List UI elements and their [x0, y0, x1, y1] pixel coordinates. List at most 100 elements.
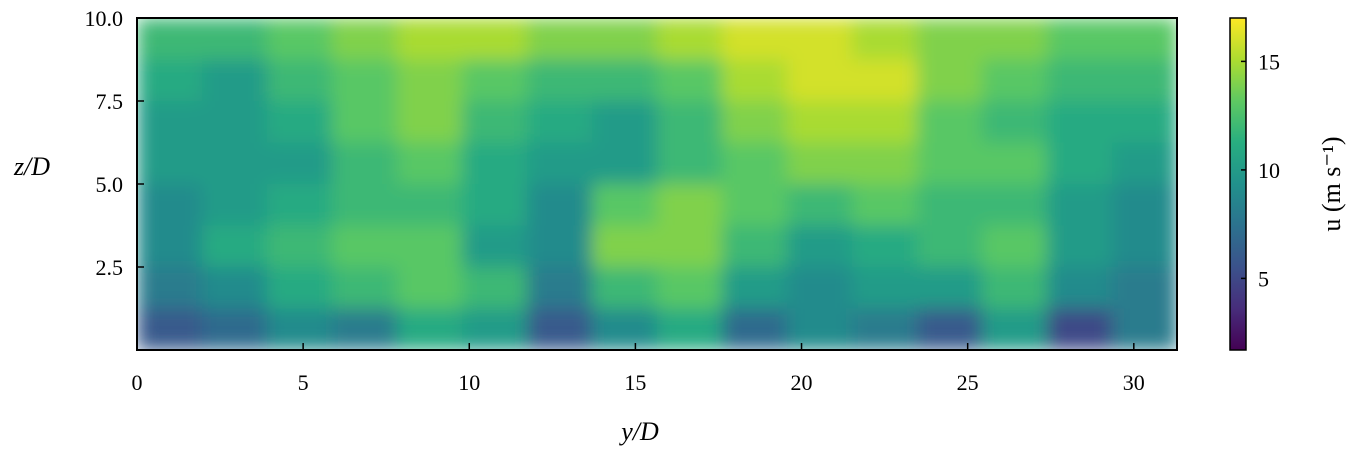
heatmap-cell — [267, 59, 333, 102]
heatmap-cell — [397, 225, 463, 268]
heatmap-cell — [332, 267, 398, 309]
colorbar — [1229, 17, 1247, 351]
heatmap-cell — [592, 142, 658, 185]
heatmap-cell — [332, 142, 398, 185]
heatmap-cell — [917, 18, 983, 60]
heatmap-cell — [267, 184, 333, 226]
heatmap-cell — [852, 142, 918, 185]
heatmap-cell — [137, 267, 203, 309]
heatmap-cell — [852, 267, 918, 309]
heatmap-cell — [592, 59, 658, 102]
heatmap-cell — [852, 308, 918, 350]
colorbar-label: u (m s⁻¹) — [1317, 136, 1346, 231]
y-tick-label: 2.5 — [96, 255, 124, 280]
y-tick-label: 5.0 — [96, 172, 124, 197]
heatmap-cell — [722, 267, 788, 309]
colorbar-tick-label: 5 — [1258, 266, 1269, 291]
heatmap-cell — [332, 101, 398, 143]
heatmap-cell — [527, 267, 593, 309]
heatmap-cell — [917, 267, 983, 309]
heatmap-cell — [267, 101, 333, 143]
heatmap-cell — [657, 267, 723, 309]
heatmap-cell — [982, 101, 1048, 143]
heatmap-cell — [462, 184, 528, 226]
heatmap-cell — [137, 101, 203, 143]
heatmap-cell — [1047, 184, 1113, 226]
heatmap-cell — [202, 225, 268, 268]
heatmap-cell — [787, 308, 853, 350]
heatmap-cell — [527, 225, 593, 268]
heatmap-cell — [982, 18, 1048, 60]
heatmap-cell — [1112, 59, 1177, 102]
heatmap-cell — [137, 184, 203, 226]
heatmap-cell — [202, 184, 268, 226]
heatmap-cell — [852, 18, 918, 60]
heatmap-cell — [982, 267, 1048, 309]
heatmap-cell — [722, 142, 788, 185]
heatmap-cell — [722, 101, 788, 143]
heatmap-cell — [462, 308, 528, 350]
heatmap-cell — [1112, 101, 1177, 143]
heatmap-cell — [592, 184, 658, 226]
heatmap-cell — [1112, 142, 1177, 185]
heatmap-cell — [722, 59, 788, 102]
x-tick-label: 30 — [1123, 370, 1145, 395]
heatmap-cell — [137, 142, 203, 185]
heatmap-cell — [787, 184, 853, 226]
heatmap-cell — [982, 142, 1048, 185]
heatmap-cell — [1047, 308, 1113, 350]
x-tick-label: 25 — [957, 370, 979, 395]
heatmap-cell — [787, 18, 853, 60]
heatmap-cell — [722, 184, 788, 226]
heatmap-cell — [917, 225, 983, 268]
heatmap-cell — [982, 225, 1048, 268]
y-tick-label: 10.0 — [85, 6, 124, 31]
heatmap-cell — [917, 59, 983, 102]
heatmap-cell — [397, 18, 463, 60]
colorbar-tick-label: 10 — [1258, 158, 1280, 183]
x-tick-label: 15 — [624, 370, 646, 395]
heatmap-cell — [917, 184, 983, 226]
heatmap-cell — [787, 225, 853, 268]
y-tick-label: 7.5 — [96, 89, 124, 114]
heatmap-cell — [527, 101, 593, 143]
heatmap-cell — [397, 184, 463, 226]
heatmap-cell — [462, 225, 528, 268]
y-axis-label: z/D — [13, 152, 50, 181]
heatmap-cell — [787, 59, 853, 102]
heatmap-cell — [592, 101, 658, 143]
heatmap-cell — [1112, 308, 1177, 350]
heatmap-cell — [397, 101, 463, 143]
heatmap-cell — [982, 59, 1048, 102]
heatmap-cell — [332, 59, 398, 102]
heatmap-cell — [332, 184, 398, 226]
heatmap-cell — [202, 59, 268, 102]
heatmap-cell — [852, 225, 918, 268]
heatmap-cell — [1112, 18, 1177, 60]
heatmap-cell — [462, 267, 528, 309]
heatmap-cell — [267, 225, 333, 268]
heatmap-cell — [397, 308, 463, 350]
heatmap-cell — [397, 59, 463, 102]
heatmap-cell — [137, 59, 203, 102]
heatmap-cell — [397, 267, 463, 309]
heatmap-cell — [787, 142, 853, 185]
heatmap-cell — [982, 308, 1048, 350]
heatmap-cell — [1047, 225, 1113, 268]
heatmap-cell — [332, 308, 398, 350]
heatmap-cell — [1047, 18, 1113, 60]
heatmap-cell — [397, 142, 463, 185]
heatmap-cell — [722, 225, 788, 268]
heatmap-cell — [1047, 267, 1113, 309]
heatmap-cell — [137, 308, 203, 350]
heatmap-cell — [462, 18, 528, 60]
colorbar-tick-label: 15 — [1258, 49, 1280, 74]
heatmap-cell — [917, 308, 983, 350]
x-tick-label: 20 — [791, 370, 813, 395]
heatmap-cell — [1112, 267, 1177, 309]
heatmap-cell — [462, 142, 528, 185]
heatmap-cell — [527, 308, 593, 350]
heatmap-cell — [657, 308, 723, 350]
heatmap-cell — [592, 267, 658, 309]
